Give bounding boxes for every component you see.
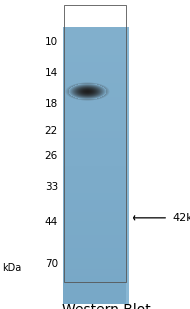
Text: 44: 44 bbox=[45, 218, 58, 227]
Text: kDa: kDa bbox=[2, 264, 21, 273]
Text: 10: 10 bbox=[45, 37, 58, 47]
Text: 33: 33 bbox=[45, 182, 58, 192]
Text: 42kDa: 42kDa bbox=[172, 213, 190, 223]
Text: 14: 14 bbox=[45, 68, 58, 78]
Text: Western Blot: Western Blot bbox=[62, 303, 151, 309]
Text: 22: 22 bbox=[45, 126, 58, 136]
Text: 18: 18 bbox=[45, 99, 58, 108]
Text: 70: 70 bbox=[45, 259, 58, 269]
Bar bbox=[64, 5, 126, 282]
Text: 26: 26 bbox=[45, 151, 58, 161]
